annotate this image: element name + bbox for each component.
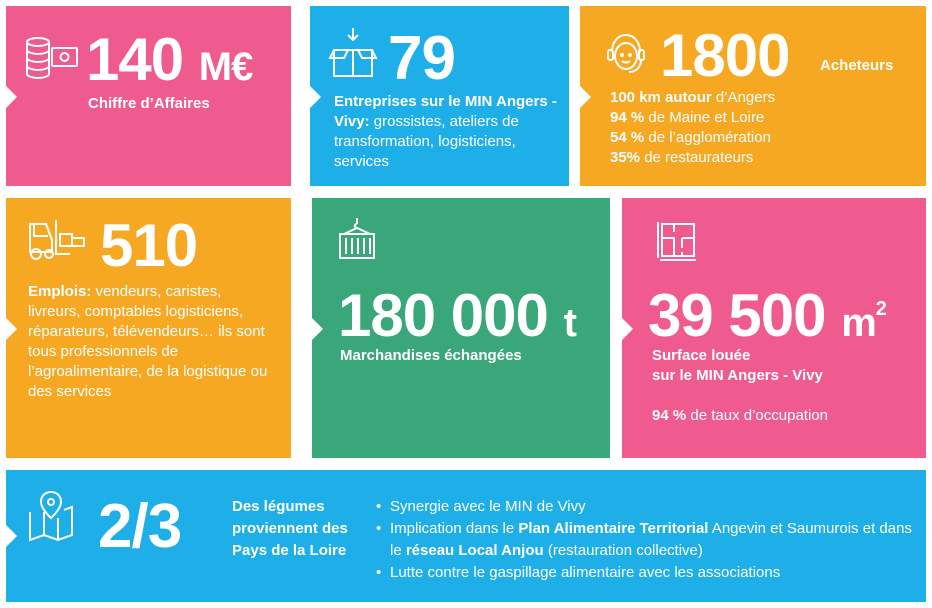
tile-notch — [580, 86, 591, 108]
revenue-unit: M€ — [198, 45, 254, 89]
surface-unit-sup: 2 — [875, 298, 887, 320]
jobs-label-bold: Emplois: — [28, 283, 92, 300]
tile-notch — [310, 86, 321, 108]
bullet-item: Implication dans le Plan Alimentaire Ter… — [376, 518, 921, 562]
container-icon — [339, 218, 375, 259]
companies-label-rest: grossistes, ateliers de transformation, … — [334, 113, 519, 170]
companies-label-bold: Entreprises sur le MIN Angers - Vivy: — [334, 93, 557, 130]
floor-plan-icon — [657, 222, 696, 261]
buyers-line: 35% de restaurateurs — [610, 149, 754, 166]
vegetables-bullets: Synergie avec le MIN de Vivy Implication… — [376, 496, 921, 584]
vegetables-label: Des légumes proviennent des Pays de la L… — [232, 498, 348, 559]
companies-value: 79 — [388, 24, 456, 93]
tile-vegetables: 2/3 Des légumes proviennent des Pays de … — [6, 470, 926, 602]
surface-value: 39 500 m2 — [648, 282, 887, 349]
jobs-label: Emplois: vendeurs, caristes, livreurs, c… — [28, 282, 273, 402]
vegetables-value: 2/3 — [98, 492, 182, 561]
tile-notch — [6, 318, 17, 340]
buyers-line: 94 % de Maine et Loire — [610, 109, 765, 126]
headset-person-icon — [607, 33, 645, 73]
tile-notch — [312, 318, 323, 340]
forklift-icon — [29, 220, 85, 260]
goods-unit: t — [563, 301, 577, 345]
buyers-value: 1800 — [660, 22, 790, 89]
revenue-value: 140 M€ — [86, 26, 254, 93]
tile-notch — [6, 86, 17, 108]
tile-notch — [6, 525, 17, 547]
tile-jobs: 510 Emplois: vendeurs, caristes, livreur… — [6, 198, 291, 458]
map-pin-icon — [29, 490, 73, 542]
surface-label: Surface louée sur le MIN Angers - Vivy — [652, 346, 823, 386]
buyers-line: 100 km autour d’Angers — [610, 89, 776, 106]
companies-label: Entreprises sur le MIN Angers - Vivy: gr… — [334, 92, 564, 172]
open-box-icon — [328, 28, 378, 77]
buyers-lines: 100 km autour d’Angers 94 % de Maine et … — [610, 88, 775, 168]
revenue-label: Chiffre d’Affaires — [88, 95, 210, 112]
surface-unit: m — [841, 301, 877, 345]
tile-goods: 180 000 t Marchandises échangées — [312, 198, 610, 458]
goods-label: Marchandises échangées — [340, 347, 522, 364]
goods-value: 180 000 t — [338, 282, 577, 349]
buyers-unit: Acheteurs — [820, 57, 894, 74]
tile-revenue: 140 M€ Chiffre d’Affaires — [6, 6, 291, 186]
bullet-item: Lutte contre le gaspillage alimentaire a… — [376, 562, 921, 584]
bullet-item: Synergie avec le MIN de Vivy — [376, 496, 921, 518]
tile-buyers: 1800 Acheteurs 100 km autour d’Angers 94… — [580, 6, 926, 186]
tile-surface: 39 500 m2 Surface louée sur le MIN Anger… — [622, 198, 926, 458]
coins-money-icon — [26, 37, 78, 80]
buyers-line: 54 % de l’agglomération — [610, 129, 771, 146]
jobs-value: 510 — [100, 212, 198, 279]
surface-label-line: Surface louée — [652, 347, 751, 364]
surface-label-line: sur le MIN Angers - Vivy — [652, 367, 823, 384]
jobs-label-rest: vendeurs, caristes, livreurs, comptables… — [28, 283, 268, 400]
surface-occupation: 94 % de taux d’occupation — [652, 407, 828, 424]
tile-notch — [622, 318, 633, 340]
tile-companies: 79 Entreprises sur le MIN Angers - Vivy:… — [310, 6, 569, 186]
